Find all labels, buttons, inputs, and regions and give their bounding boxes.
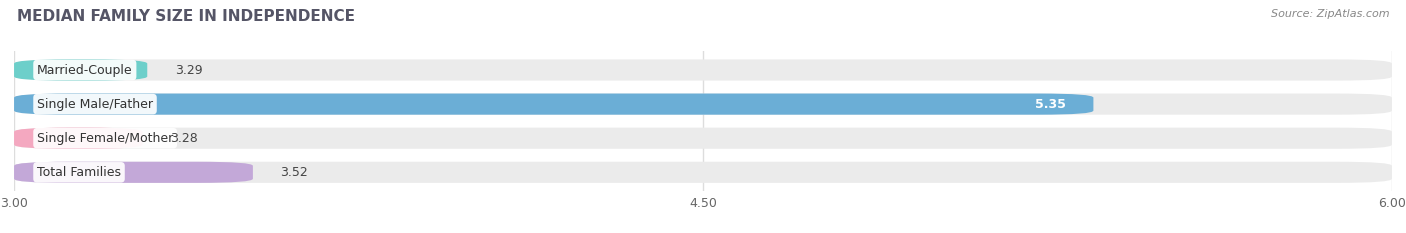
FancyBboxPatch shape xyxy=(14,93,1392,115)
Text: 5.35: 5.35 xyxy=(1035,98,1066,111)
Text: Source: ZipAtlas.com: Source: ZipAtlas.com xyxy=(1271,9,1389,19)
FancyBboxPatch shape xyxy=(14,162,1392,183)
Text: Total Families: Total Families xyxy=(37,166,121,179)
FancyBboxPatch shape xyxy=(14,59,1392,81)
Text: Single Female/Mother: Single Female/Mother xyxy=(37,132,173,145)
Text: 3.29: 3.29 xyxy=(174,64,202,76)
FancyBboxPatch shape xyxy=(14,162,253,183)
FancyBboxPatch shape xyxy=(14,93,1094,115)
Text: Married-Couple: Married-Couple xyxy=(37,64,132,76)
Text: MEDIAN FAMILY SIZE IN INDEPENDENCE: MEDIAN FAMILY SIZE IN INDEPENDENCE xyxy=(17,9,354,24)
Text: 3.28: 3.28 xyxy=(170,132,198,145)
FancyBboxPatch shape xyxy=(14,128,142,149)
FancyBboxPatch shape xyxy=(14,59,148,81)
Text: Single Male/Father: Single Male/Father xyxy=(37,98,153,111)
Text: 3.52: 3.52 xyxy=(280,166,308,179)
FancyBboxPatch shape xyxy=(14,128,1392,149)
